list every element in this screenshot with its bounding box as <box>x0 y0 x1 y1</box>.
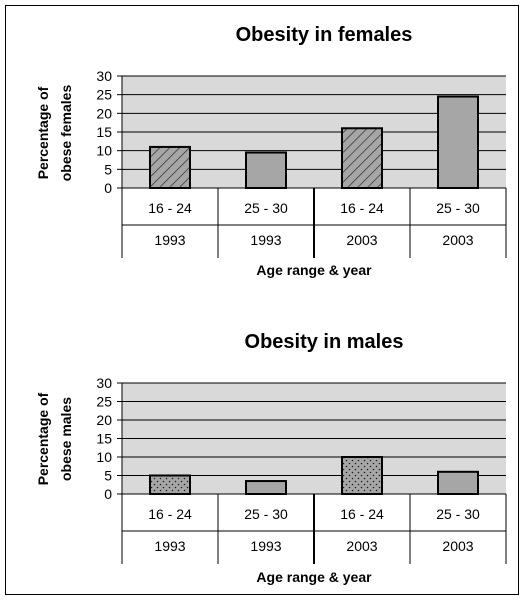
figure-frame <box>5 5 519 595</box>
bar <box>437 470 479 495</box>
x-tick-label-year: 2003 <box>346 232 377 248</box>
y-tick-label: 10 <box>96 143 112 159</box>
x-tick-label-year: 1993 <box>154 538 185 554</box>
bar <box>437 95 479 189</box>
y-tick-label: 25 <box>96 87 112 103</box>
x-tick-label-year: 1993 <box>250 232 281 248</box>
x-axis-label: Age range & year <box>256 262 372 278</box>
y-axis-label-line-1: Percentage of <box>35 392 51 485</box>
bar <box>245 480 287 495</box>
x-tick-label-age: 25 - 30 <box>244 506 288 522</box>
y-axis-label-line-2: obese females <box>58 85 74 182</box>
chart-males: Obesity in males 0 5 10 15 20 25 30 16 - 24 1993 2… <box>35 331 507 585</box>
y-tick-label: 30 <box>96 68 112 84</box>
y-axis-label-line-2: obese males <box>58 397 74 481</box>
y-tick-label: 5 <box>104 468 112 484</box>
x-tick-label-age: 16 - 24 <box>148 200 192 216</box>
y-tick-label: 5 <box>104 161 112 177</box>
y-tick-label: 20 <box>96 412 112 428</box>
x-tick-label-year: 2003 <box>442 232 473 248</box>
x-tick-label-age: 16 - 24 <box>340 506 384 522</box>
y-axis-label-line-1: Percentage of <box>35 86 51 179</box>
y-tick-label: 20 <box>96 105 112 121</box>
y-tick-label: 10 <box>96 449 112 465</box>
x-tick-label-age: 25 - 30 <box>436 506 480 522</box>
bar <box>245 151 287 190</box>
x-tick-label-age: 16 - 24 <box>340 200 384 216</box>
x-tick-label-age: 25 - 30 <box>436 200 480 216</box>
bar <box>341 127 383 189</box>
x-tick-label-year: 1993 <box>154 232 185 248</box>
y-tick-label: 30 <box>96 375 112 391</box>
bar <box>149 474 191 495</box>
x-axis-label: Age range & year <box>256 569 372 585</box>
x-tick-label-year: 1993 <box>250 538 281 554</box>
bar <box>149 145 191 189</box>
x-tick-label-age: 16 - 24 <box>148 506 192 522</box>
chart-title: Obesity in females <box>236 24 413 46</box>
y-tick-label: 25 <box>96 394 112 410</box>
y-tick-label: 0 <box>104 180 112 196</box>
chart-females: Obesity in females 0 5 10 15 20 25 30 16 - 24 199… <box>35 24 507 278</box>
y-tick-label: 15 <box>96 431 112 447</box>
x-tick-label-year: 2003 <box>346 538 377 554</box>
y-tick-label: 0 <box>104 486 112 502</box>
x-tick-label-age: 25 - 30 <box>244 200 288 216</box>
bar <box>341 456 383 495</box>
chart-title: Obesity in males <box>245 331 404 353</box>
y-tick-label: 15 <box>96 124 112 140</box>
x-tick-label-year: 2003 <box>442 538 473 554</box>
